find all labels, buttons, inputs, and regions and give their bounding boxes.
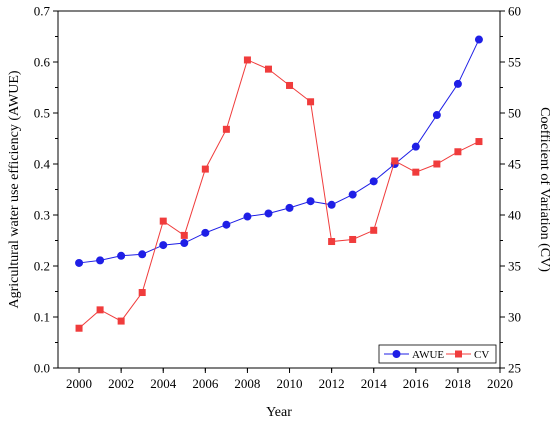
data-point-awue	[285, 203, 294, 212]
x-axis: 2000 2002 2004 2006 2008 2010 2012 2014 2016 2018…	[66, 368, 513, 391]
y-left-tick-label: 0.7	[34, 4, 51, 19]
y-right-tick-label: 50	[508, 106, 521, 121]
series-cv	[75, 56, 483, 332]
data-point-awue	[306, 197, 315, 206]
y-right-tick-label: 35	[508, 259, 521, 274]
data-point-awue	[180, 239, 189, 248]
data-point-awue	[327, 200, 336, 209]
data-point-cv	[264, 65, 272, 73]
data-point-cv	[307, 98, 315, 106]
y-right-tick-label: 40	[508, 208, 521, 223]
data-point-awue	[453, 79, 462, 88]
data-point-cv	[370, 226, 378, 234]
data-point-awue	[96, 256, 105, 265]
y-axis-left: 0.0 0.1 0.2 0.3 0.4 0.5 0.6 0.7	[34, 4, 58, 376]
legend-box	[378, 344, 497, 364]
x-tick-label: 2006	[192, 376, 219, 391]
data-point-awue	[243, 212, 252, 221]
data-point-cv	[159, 217, 167, 225]
data-point-cv	[412, 168, 420, 176]
data-point-cv	[349, 235, 357, 243]
legend: AWUE CV	[378, 344, 497, 364]
data-point-awue	[432, 111, 441, 120]
y-left-tick-label: 0.0	[34, 361, 50, 376]
x-tick-label: 2000	[66, 376, 92, 391]
data-point-cv	[243, 56, 251, 64]
plot-frame	[57, 10, 501, 369]
y-left-tick-label: 0.1	[34, 310, 50, 325]
y-axis-right: 25 30 35 40 45 50 55 60	[500, 4, 521, 376]
x-tick-label: 2002	[108, 376, 134, 391]
series-line-awue	[78, 39, 480, 264]
y-left-tick-label: 0.5	[34, 106, 50, 121]
data-point-cv	[391, 157, 399, 165]
data-point-awue	[138, 250, 147, 259]
legend-marker-cv	[455, 350, 462, 358]
x-tick-label: 2018	[445, 376, 471, 391]
data-point-awue	[474, 35, 483, 44]
data-point-awue	[411, 142, 420, 151]
y-right-tick-label: 25	[508, 361, 521, 376]
y-axis-left-title: Agricultural water use efficiency (AWUE)	[7, 70, 22, 308]
y-right-tick-label: 45	[508, 157, 521, 172]
legend-label-cv: CV	[474, 349, 489, 361]
data-point-cv	[138, 289, 146, 297]
y-left-tick-label: 0.6	[34, 55, 51, 70]
data-point-awue	[201, 228, 210, 237]
x-tick-label: 2014	[361, 376, 388, 391]
y-axis-right-title: Coefficient of Variation (CV)	[537, 107, 550, 272]
x-tick-label: 2004	[150, 376, 177, 391]
data-point-cv	[96, 306, 104, 314]
data-point-awue	[222, 220, 231, 229]
data-point-cv	[286, 81, 294, 89]
x-tick-label: 2020	[487, 376, 513, 391]
data-point-cv	[475, 138, 483, 146]
data-point-cv	[180, 231, 188, 239]
data-point-cv	[201, 165, 209, 173]
legend-label-awue: AWUE	[412, 349, 444, 361]
x-tick-label: 2016	[403, 376, 430, 391]
data-point-cv	[433, 160, 441, 168]
series-line-cv	[78, 59, 480, 329]
y-right-tick-label: 55	[508, 55, 521, 70]
data-point-awue	[369, 177, 378, 186]
y-left-tick-label: 0.2	[34, 259, 50, 274]
x-axis-title: Year	[266, 405, 292, 420]
series-layer	[75, 35, 483, 332]
y-left-tick-label: 0.4	[34, 157, 51, 172]
data-point-cv	[454, 148, 462, 156]
data-point-cv	[328, 238, 336, 246]
data-point-awue	[264, 209, 273, 218]
x-tick-label: 2012	[319, 376, 345, 391]
data-point-awue	[75, 258, 84, 267]
data-point-awue	[348, 190, 357, 199]
x-tick-label: 2010	[277, 376, 303, 391]
legend-marker-awue	[392, 350, 401, 358]
y-right-tick-label: 60	[508, 4, 521, 19]
x-tick-label: 2008	[234, 376, 260, 391]
data-point-cv	[75, 324, 83, 332]
data-point-cv	[117, 317, 125, 325]
data-point-awue	[117, 251, 126, 260]
data-point-awue	[159, 241, 168, 250]
y-left-tick-label: 0.3	[34, 208, 50, 223]
series-awue	[75, 35, 483, 267]
y-right-tick-label: 30	[508, 310, 521, 325]
data-point-cv	[222, 125, 230, 133]
